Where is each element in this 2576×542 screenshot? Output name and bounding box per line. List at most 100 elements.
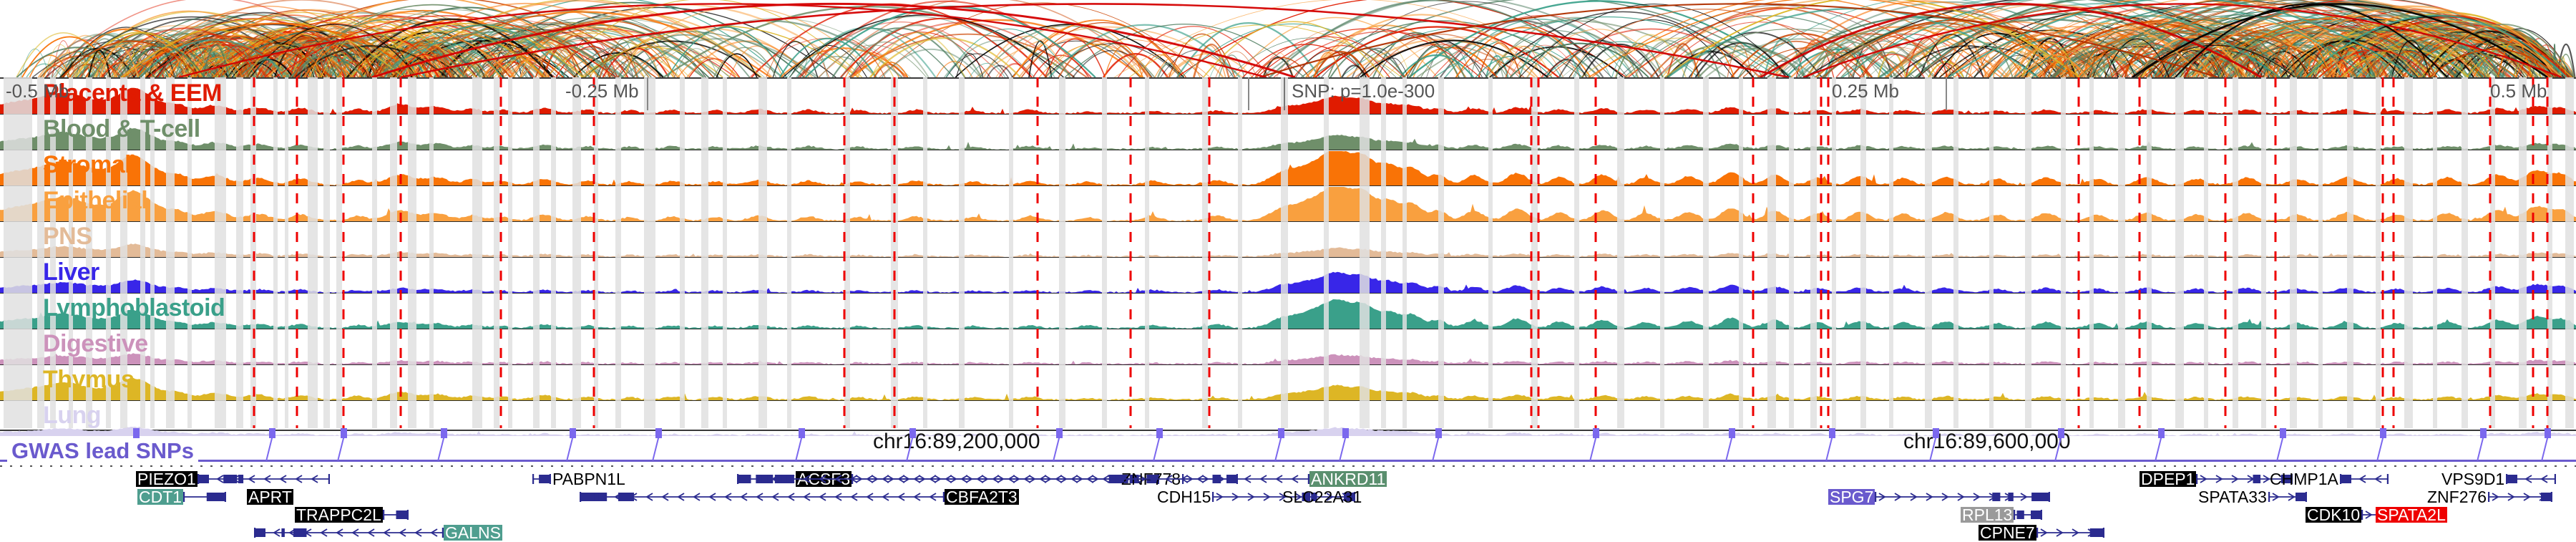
gene-transcript-body [2488, 489, 2553, 505]
gene-label: TRAPPC2L [295, 505, 383, 524]
gene-model[interactable]: SPG7 [1828, 487, 2051, 506]
track-label-stromal: Stromal [43, 151, 132, 178]
gene-label: SPATA2L [2376, 505, 2447, 524]
gwas-marker-stem [1153, 435, 1161, 461]
gene-label: ANKRD11 [1309, 469, 1387, 488]
gene-transcript-body [2036, 525, 2104, 541]
track-label-placenta-eem: Placenta & EEM [43, 79, 222, 107]
gene-transcript-body [2506, 471, 2557, 487]
axis-tick-label: 0.5 Mb [2490, 80, 2547, 102]
gwas-lead-snp-marker[interactable] [2480, 428, 2487, 438]
gwas-lead-snp-marker[interactable] [1933, 428, 1939, 438]
gene-transcript-body [2196, 471, 2293, 487]
gene-label: SLC22A31 [1282, 487, 1362, 506]
gwas-lead-snp-marker[interactable] [1435, 428, 1442, 438]
gwas-marker-stem [437, 435, 445, 461]
gene-label: CBFA2T3 [945, 487, 1019, 506]
gene-model[interactable]: SLC22A31 [1281, 487, 1363, 506]
gene-label: DPEP1 [2140, 469, 2197, 488]
gene-label: VPS9D1 [2441, 469, 2505, 488]
gwas-marker-stem [2541, 435, 2549, 461]
gwas-axis-line [0, 460, 2576, 462]
gene-model[interactable]: DPEP1 [2140, 469, 2293, 488]
gene-model[interactable]: APRT [247, 488, 293, 505]
gene-model[interactable]: ZNF276 [2426, 487, 2553, 506]
coordinate-gwas-panel: GWAS lead SNPs chr16:89,200,000 chr16:89,… [0, 428, 2576, 464]
gene-model[interactable]: TRAPPC2L [295, 505, 409, 524]
gwas-lead-snp-marker[interactable] [909, 428, 916, 438]
gene-model[interactable]: SPATA2L [2376, 505, 2447, 524]
gwas-marker-stem [1825, 435, 1833, 461]
gwas-lead-snp-marker[interactable] [2380, 428, 2386, 438]
gwas-lead-snp-marker[interactable] [1729, 428, 1735, 438]
gene-model[interactable]: RPL13 [1961, 505, 2043, 523]
axis-tick-label: 0.25 Mb [1832, 80, 1899, 102]
gwas-lead-snp-marker[interactable] [1829, 428, 1835, 438]
gene-label: CDH15 [1157, 487, 1211, 506]
gene-transcript-body [2268, 489, 2307, 505]
gwas-lead-snp-marker[interactable] [570, 428, 576, 438]
gene-model[interactable]: VPS9D1 [2440, 469, 2557, 488]
gene-model[interactable]: CBFA2T3 [580, 487, 1019, 506]
gene-label: CDT1 [137, 487, 184, 506]
gene-label: PIEZO1 [136, 469, 197, 488]
track-label-lymphoblastoid: Lymphoblastoid [43, 294, 225, 321]
chromatin-loop-arcs-panel [0, 0, 2576, 77]
snp-pvalue-legend: SNP: p=1.0e-300 [1292, 80, 1435, 102]
gene-transcript-body [2339, 471, 2389, 487]
highlight-columns [4, 77, 2574, 428]
gene-label: PABPN1L [552, 469, 625, 488]
gene-transcript-body [254, 525, 444, 541]
track-label-lung: Lung [43, 402, 102, 429]
gwas-lead-snp-marker[interactable] [799, 428, 805, 438]
gene-label: SPG7 [1828, 487, 1875, 506]
gene-label: CHMP1A [2270, 469, 2338, 488]
gwas-lead-snp-marker[interactable] [1278, 428, 1284, 438]
gwas-lead-snp-marker[interactable] [2280, 428, 2286, 438]
gwas-lead-snp-marker[interactable] [2058, 428, 2064, 438]
gwas-lead-snp-marker[interactable] [1593, 428, 1599, 438]
gene-transcript-body [2014, 507, 2043, 523]
track-label-blood-t-cell: Blood & T-cell [43, 115, 200, 142]
gene-model[interactable]: ANKRD11 [737, 469, 1387, 488]
track-label-digestive: Digestive [43, 330, 148, 357]
gene-model[interactable]: CDH15 [1156, 487, 1356, 506]
gene-label: CPNE7 [1979, 523, 2036, 542]
gwas-lead-snp-marker[interactable] [133, 428, 140, 438]
gene-model[interactable]: SPATA33 [2197, 488, 2307, 505]
gwas-lead-snp-marker[interactable] [441, 428, 447, 438]
gwas-lead-snp-marker[interactable] [1156, 428, 1163, 438]
gene-model[interactable]: PABPN1L [532, 469, 627, 488]
axis-tick-label: -0.5 Mb [6, 80, 69, 102]
gwas-lead-snp-marker[interactable] [1342, 428, 1349, 438]
gene-transcript-body [580, 489, 945, 505]
gwas-lead-snp-marker[interactable] [269, 428, 275, 438]
genomic-coordinate-label: chr16:89,600,000 [1903, 430, 2071, 453]
track-label-pns: PNS [43, 223, 92, 250]
gwas-lead-snp-marker[interactable] [1056, 428, 1063, 438]
gwas-marker-stem [566, 435, 574, 461]
gene-transcript-body [737, 471, 1309, 487]
gwas-marker-stem [265, 435, 273, 461]
gene-panel-baseline [0, 465, 2576, 467]
gwas-marker-stem [795, 435, 803, 461]
gwas-lead-snp-marker[interactable] [2545, 428, 2551, 438]
gwas-marker-stem [2155, 435, 2162, 461]
gwas-marker-stem [337, 435, 345, 461]
axis-tick-label: -0.25 Mb [565, 80, 639, 102]
gene-model[interactable]: CHMP1A [2268, 469, 2389, 488]
track-label-thymus: Thymus [43, 366, 135, 393]
gene-transcript-body [1212, 489, 1356, 505]
gwas-lead-snp-marker[interactable] [655, 428, 662, 438]
gwas-marker-stem [652, 435, 660, 461]
gene-model[interactable]: CDT1 [137, 487, 227, 506]
gene-model[interactable]: PIEZO1 [136, 469, 330, 488]
gwas-lead-snp-marker[interactable] [341, 428, 347, 438]
gene-label: ZNF276 [2427, 487, 2487, 506]
track-label-epithelial: Epithelial [43, 187, 148, 214]
gwas-lead-snp-marker[interactable] [2158, 428, 2165, 438]
signal-track-lung: Lung [0, 401, 2576, 436]
gene-transcript-body [183, 489, 227, 505]
gene-label: CDK10 [2306, 505, 2362, 524]
gene-annotation-panel: PIEZO1 PABPN1L CDT1 APRT CBFA2T3 TRAPPC2L GALN… [0, 465, 2576, 541]
